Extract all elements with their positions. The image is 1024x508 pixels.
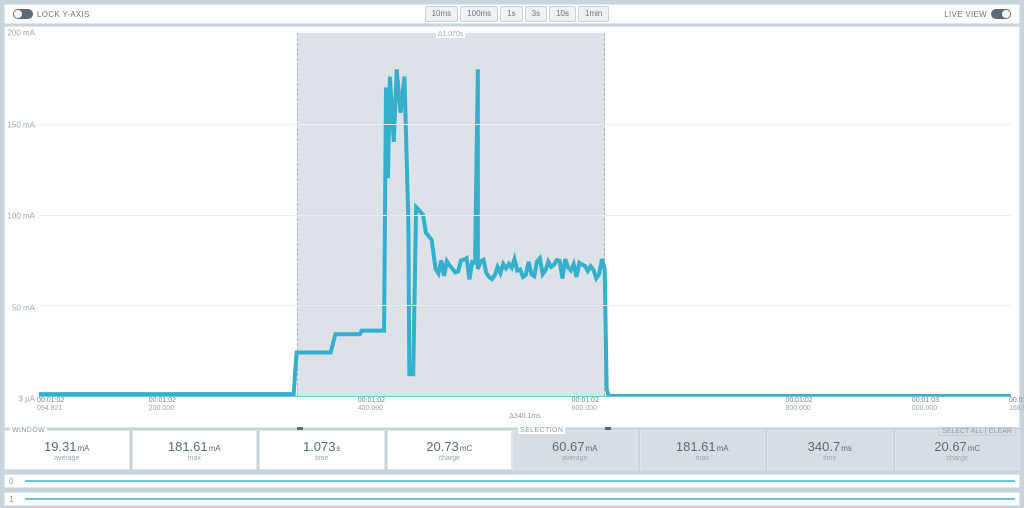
stat-cell: 181.61mAmax bbox=[640, 430, 766, 470]
stat-cell: 20.73mCcharge bbox=[387, 430, 513, 470]
time-range-button[interactable]: 100ms bbox=[460, 6, 498, 22]
lock-y-axis-toggle[interactable]: LOCK Y-AXIS bbox=[13, 9, 90, 19]
window-stats: WINDOW 19.31mAaverage181.61mAmax1.073sti… bbox=[4, 430, 512, 470]
stat-cell: 60.67mAaverage bbox=[512, 430, 638, 470]
selection-stats-label: SELECTION bbox=[518, 427, 565, 434]
selection-stats: SELECTION SELECT ALL | CLEAR 60.67mAaver… bbox=[512, 430, 1020, 470]
lock-y-axis-label: LOCK Y-AXIS bbox=[37, 10, 90, 19]
stat-cell: 181.61mAmax bbox=[132, 430, 258, 470]
digital-channel-row: 1 bbox=[4, 492, 1020, 506]
digital-channels: 01 bbox=[4, 474, 1020, 506]
live-view-label: LIVE VIEW bbox=[944, 10, 987, 19]
selection-width-label: Δ340.1ms bbox=[509, 413, 541, 420]
time-range-button[interactable]: 1s bbox=[500, 6, 522, 22]
plot-region[interactable]: Δ1.070s Δ340.1ms 00:01:02094.82100:01:02… bbox=[39, 27, 1011, 427]
y-axis: 200 mA150 mA100 mA50 mA3 µA bbox=[5, 27, 39, 427]
stat-cell: 1.073stime bbox=[259, 430, 385, 470]
toggle-switch-icon bbox=[13, 9, 33, 19]
time-range-group: 10ms 100ms 1s 3s 10s 1min bbox=[425, 6, 610, 22]
stat-cell: 20.67mCcharge bbox=[895, 430, 1021, 470]
digital-channel-row: 0 bbox=[4, 474, 1020, 488]
current-chart[interactable]: 200 mA150 mA100 mA50 mA3 µA Δ1.070s Δ340… bbox=[4, 26, 1020, 428]
toggle-switch-icon bbox=[991, 9, 1011, 19]
top-toolbar: LOCK Y-AXIS 10ms 100ms 1s 3s 10s 1min LI… bbox=[4, 4, 1020, 24]
stats-row: WINDOW 19.31mAaverage181.61mAmax1.073sti… bbox=[4, 430, 1020, 470]
window-stats-label: WINDOW bbox=[10, 427, 47, 434]
time-range-button[interactable]: 1min bbox=[578, 6, 609, 22]
x-axis: Δ340.1ms 00:01:02094.82100:01:02200.0000… bbox=[39, 397, 1011, 427]
selection-actions[interactable]: SELECT ALL | CLEAR bbox=[938, 427, 1016, 436]
stat-cell: 19.31mAaverage bbox=[4, 430, 130, 470]
time-range-button[interactable]: 10ms bbox=[425, 6, 459, 22]
live-view-toggle[interactable]: LIVE VIEW bbox=[944, 9, 1011, 19]
time-range-button[interactable]: 3s bbox=[525, 6, 547, 22]
stat-cell: 340.7mstime bbox=[767, 430, 893, 470]
time-range-button[interactable]: 10s bbox=[549, 6, 576, 22]
